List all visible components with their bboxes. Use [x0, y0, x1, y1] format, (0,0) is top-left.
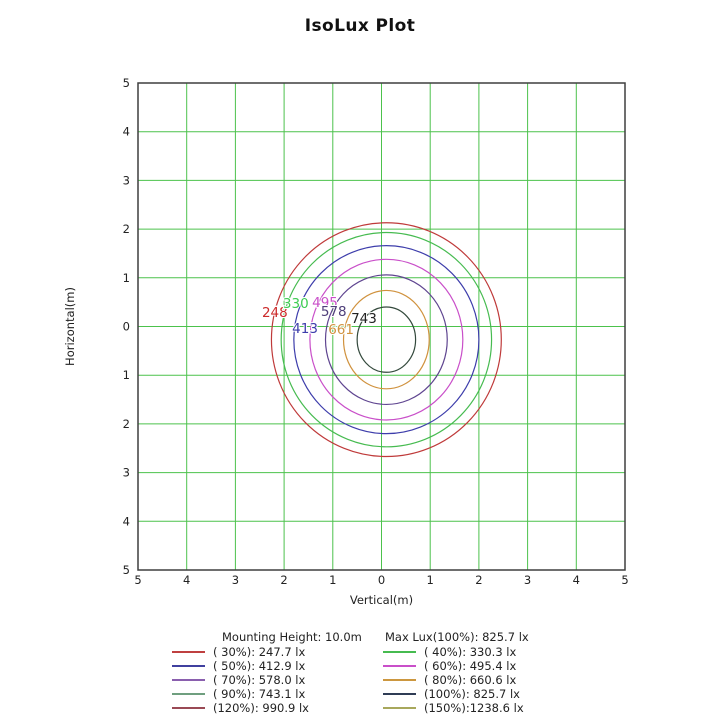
page-title: IsoLux Plot — [304, 16, 416, 36]
x-tick-label: 4 — [183, 573, 190, 587]
y-tick-label: 2 — [123, 222, 130, 236]
contour-label-50pct: 413 — [292, 321, 318, 337]
contour-90pct — [356, 306, 417, 373]
y-tick-label: 1 — [123, 368, 130, 382]
x-tick-label: 1 — [329, 573, 336, 587]
x-tick-label: 3 — [524, 573, 531, 587]
contour-80pct — [342, 289, 430, 390]
contour-label-70pct: 578 — [321, 304, 347, 320]
x-tick-label: 5 — [621, 573, 628, 587]
x-axis-label: Vertical(m) — [350, 593, 413, 607]
x-tick-label: 0 — [378, 573, 385, 587]
x-tick-label: 1 — [427, 573, 434, 587]
contour-40pct — [280, 231, 493, 448]
x-tick-label: 4 — [573, 573, 580, 587]
x-tick-label: 2 — [475, 573, 482, 587]
y-tick-label: 0 — [123, 320, 130, 334]
y-tick-label: 3 — [123, 466, 130, 480]
y-tick-label: 4 — [123, 514, 130, 528]
x-tick-label: 3 — [232, 573, 239, 587]
contour-label-30pct: 248 — [262, 305, 288, 321]
contour-label-60pct: 495 — [312, 295, 338, 311]
contour-30pct — [270, 222, 502, 458]
contour-70pct — [324, 274, 448, 406]
contour-label-90pct: 743 — [351, 311, 377, 327]
y-tick-label: 5 — [123, 76, 130, 90]
y-tick-label: 4 — [123, 125, 130, 139]
contour-60pct — [309, 258, 464, 421]
y-axis-label: Horizontal(m) — [63, 287, 77, 366]
y-tick-label: 3 — [123, 173, 130, 187]
y-tick-label: 2 — [123, 417, 130, 431]
plot-border — [137, 82, 626, 571]
y-tick-label: 1 — [123, 271, 130, 285]
x-tick-label: 2 — [280, 573, 287, 587]
contour-50pct — [293, 245, 480, 435]
x-tick-label: 5 — [134, 573, 141, 587]
y-tick-label: 5 — [123, 563, 130, 577]
contour-label-40pct: 330 — [283, 296, 309, 312]
contour-label-80pct: 661 — [328, 322, 354, 338]
